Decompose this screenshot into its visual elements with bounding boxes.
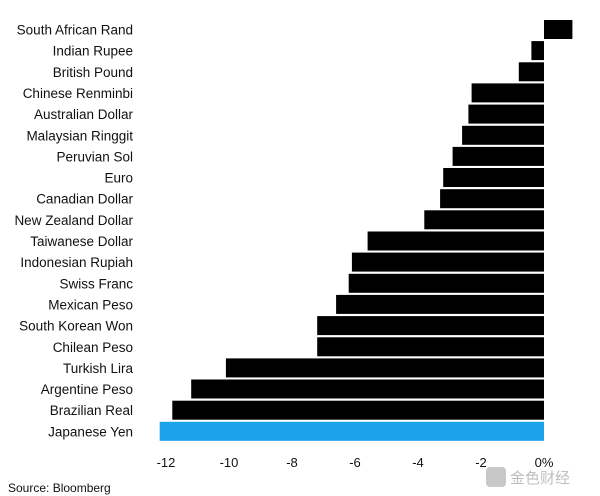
- bar-chinese-renminbi: [471, 83, 544, 103]
- bar-indonesian-rupiah: [351, 252, 544, 272]
- bar-mexican-peso: [336, 294, 544, 314]
- label-malaysian-ringgit: Malaysian Ringgit: [26, 128, 133, 143]
- bar-swiss-franc: [348, 273, 544, 293]
- label-swiss-franc: Swiss Franc: [59, 276, 133, 291]
- label-argentine-peso: Argentine Peso: [41, 382, 133, 397]
- label-japanese-yen: Japanese Yen: [48, 424, 133, 439]
- label-mexican-peso: Mexican Peso: [48, 297, 133, 312]
- label-chinese-renminbi: Chinese Renminbi: [23, 86, 133, 101]
- label-british-pound: British Pound: [53, 65, 133, 80]
- x-tick-label: -8: [286, 455, 298, 470]
- bar-chart: South African Rand Indian Rupee British Po…: [14, 20, 573, 470]
- bar-euro: [443, 168, 544, 187]
- x-tick-label: -4: [412, 455, 424, 470]
- bars: [159, 20, 573, 441]
- bar-chilean-peso: [317, 337, 544, 357]
- bar-japanese-yen: [159, 421, 544, 441]
- label-brazilian-real: Brazilian Real: [50, 403, 133, 418]
- bar-south-african-rand: [544, 20, 573, 39]
- bar-argentine-peso: [191, 379, 544, 399]
- label-new-zealand-dollar: New Zealand Dollar: [14, 213, 133, 228]
- bar-indian-rupee: [531, 41, 544, 61]
- bar-new-zealand-dollar: [424, 210, 544, 230]
- bar-canadian-dollar: [440, 189, 544, 209]
- label-euro: Euro: [104, 171, 133, 186]
- label-indonesian-rupiah: Indonesian Rupiah: [20, 255, 133, 270]
- x-tick-label: -2: [475, 455, 487, 470]
- label-indian-rupee: Indian Rupee: [53, 44, 133, 59]
- watermark-text: 金色财经: [510, 469, 571, 487]
- label-australian-dollar: Australian Dollar: [34, 107, 134, 122]
- x-tick-label: 0%: [535, 455, 554, 470]
- bar-brazilian-real: [172, 400, 545, 420]
- watermark: 金色财经: [486, 465, 570, 489]
- label-south-korean-won: South Korean Won: [19, 319, 133, 334]
- x-tick-label: -6: [349, 455, 361, 470]
- x-tick-label: -12: [157, 455, 176, 470]
- label-turkish-lira: Turkish Lira: [63, 361, 134, 376]
- label-canadian-dollar: Canadian Dollar: [36, 192, 133, 207]
- bar-malaysian-ringgit: [462, 125, 544, 145]
- label-south-african-rand: South African Rand: [17, 23, 133, 38]
- category-labels: South African Rand Indian Rupee British Po…: [14, 23, 133, 440]
- bar-taiwanese-dollar: [367, 231, 544, 251]
- source-note: Source: Bloomberg: [8, 481, 111, 495]
- bar-australian-dollar: [468, 104, 544, 124]
- x-axis: -12 -10 -8 -6 -4 -2 0%: [157, 455, 554, 470]
- x-tick-label: -10: [220, 455, 239, 470]
- bar-british-pound: [518, 62, 544, 82]
- bar-south-korean-won: [317, 316, 544, 336]
- bar-turkish-lira: [225, 358, 544, 378]
- label-taiwanese-dollar: Taiwanese Dollar: [30, 234, 133, 249]
- label-chilean-peso: Chilean Peso: [53, 340, 133, 355]
- bar-peruvian-sol: [452, 146, 544, 166]
- watermark-logo-icon: [486, 467, 506, 487]
- label-peruvian-sol: Peruvian Sol: [56, 149, 133, 164]
